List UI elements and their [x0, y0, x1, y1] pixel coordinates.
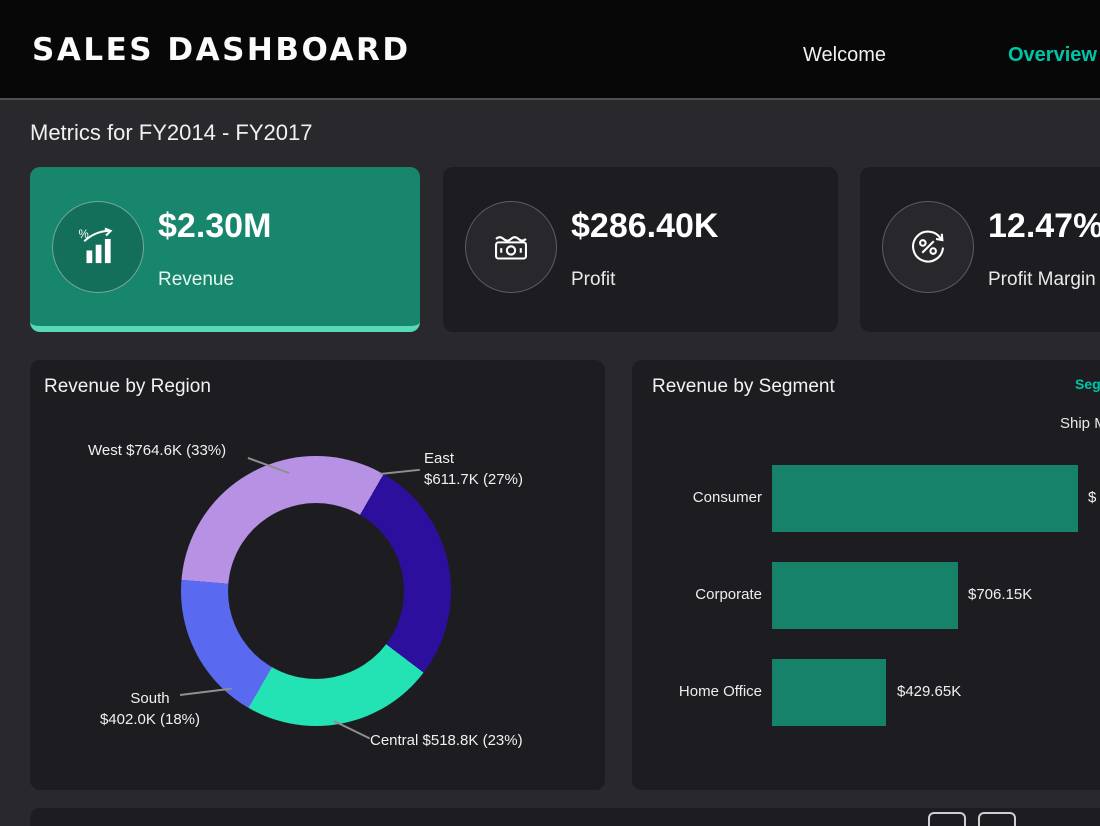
- nav-overview[interactable]: Overview: [1008, 44, 1097, 66]
- kpi-card-revenue[interactable]: % $2.30M Revenue: [30, 167, 420, 332]
- page-heading: Metrics for FY2014 - FY2017: [30, 120, 313, 145]
- app-title: SALES DASHBOARD: [32, 32, 411, 68]
- kpi-value: $286.40K: [571, 207, 719, 245]
- chart-title: Revenue by Region: [44, 376, 211, 397]
- kpi-label: Profit: [571, 269, 616, 290]
- revenue-by-region-panel: Revenue by Region West $764.6K (33%) Eas…: [30, 360, 605, 790]
- donut-label-central: Central $518.8K (23%): [370, 732, 523, 749]
- panel-action-button-2[interactable]: [978, 812, 1016, 826]
- kpi-card-profit[interactable]: $286.40K Profit: [443, 167, 838, 332]
- donut-label-south-value: $402.0K (18%): [99, 711, 201, 728]
- bar-home-office[interactable]: [772, 659, 886, 726]
- bar-value-home-office: $429.65K: [897, 683, 962, 700]
- bar-value-consumer: $: [1088, 489, 1097, 506]
- panel-action-button-1[interactable]: [928, 812, 966, 826]
- donut-hole: [228, 503, 404, 679]
- legend-option-segment[interactable]: Segment: [1075, 376, 1100, 392]
- bar-category-home-office: Home Office: [678, 683, 762, 700]
- kpi-label: Revenue: [158, 269, 235, 290]
- donut-label-east-value: $611.7K (27%): [424, 471, 523, 488]
- leader-line-central: [333, 720, 371, 739]
- leader-line-east: [379, 468, 420, 475]
- donut-label-east: East $611.7K (27%): [424, 448, 523, 490]
- kpi-label: Profit Margin: [988, 269, 1096, 290]
- kpi-value: 12.47%: [988, 207, 1100, 245]
- revenue-trend-icon: %: [52, 201, 144, 293]
- donut-label-south: South $402.0K (18%): [70, 688, 230, 730]
- bar-category-consumer: Consumer: [692, 489, 762, 506]
- svg-text:%: %: [78, 229, 88, 241]
- kpi-card-profit-margin[interactable]: 12.47% Profit Margin: [860, 167, 1100, 332]
- bar-category-corporate: Corporate: [695, 586, 762, 603]
- bar-consumer[interactable]: [772, 465, 1078, 532]
- top-bar: SALES DASHBOARD Welcome Overview: [0, 0, 1100, 100]
- kpi-value: $2.30M: [158, 207, 272, 245]
- bar-corporate[interactable]: [772, 562, 958, 629]
- revenue-by-segment-panel: Revenue by Segment Segment Ship Mode Con…: [632, 360, 1100, 790]
- donut-label-east-name: East: [424, 450, 455, 467]
- donut-label-south-name: South: [130, 690, 170, 707]
- donut-label-west: West $764.6K (33%): [88, 442, 227, 459]
- bar-value-corporate: $706.15K: [968, 586, 1033, 603]
- chart-title: Revenue by Segment: [652, 376, 835, 397]
- banknote-icon: [465, 201, 557, 293]
- nav-welcome[interactable]: Welcome: [803, 44, 886, 66]
- bottom-chart-panel: [30, 808, 1100, 826]
- legend-option-ship-mode[interactable]: Ship Mode: [1060, 415, 1100, 432]
- percent-cycle-icon: [882, 201, 974, 293]
